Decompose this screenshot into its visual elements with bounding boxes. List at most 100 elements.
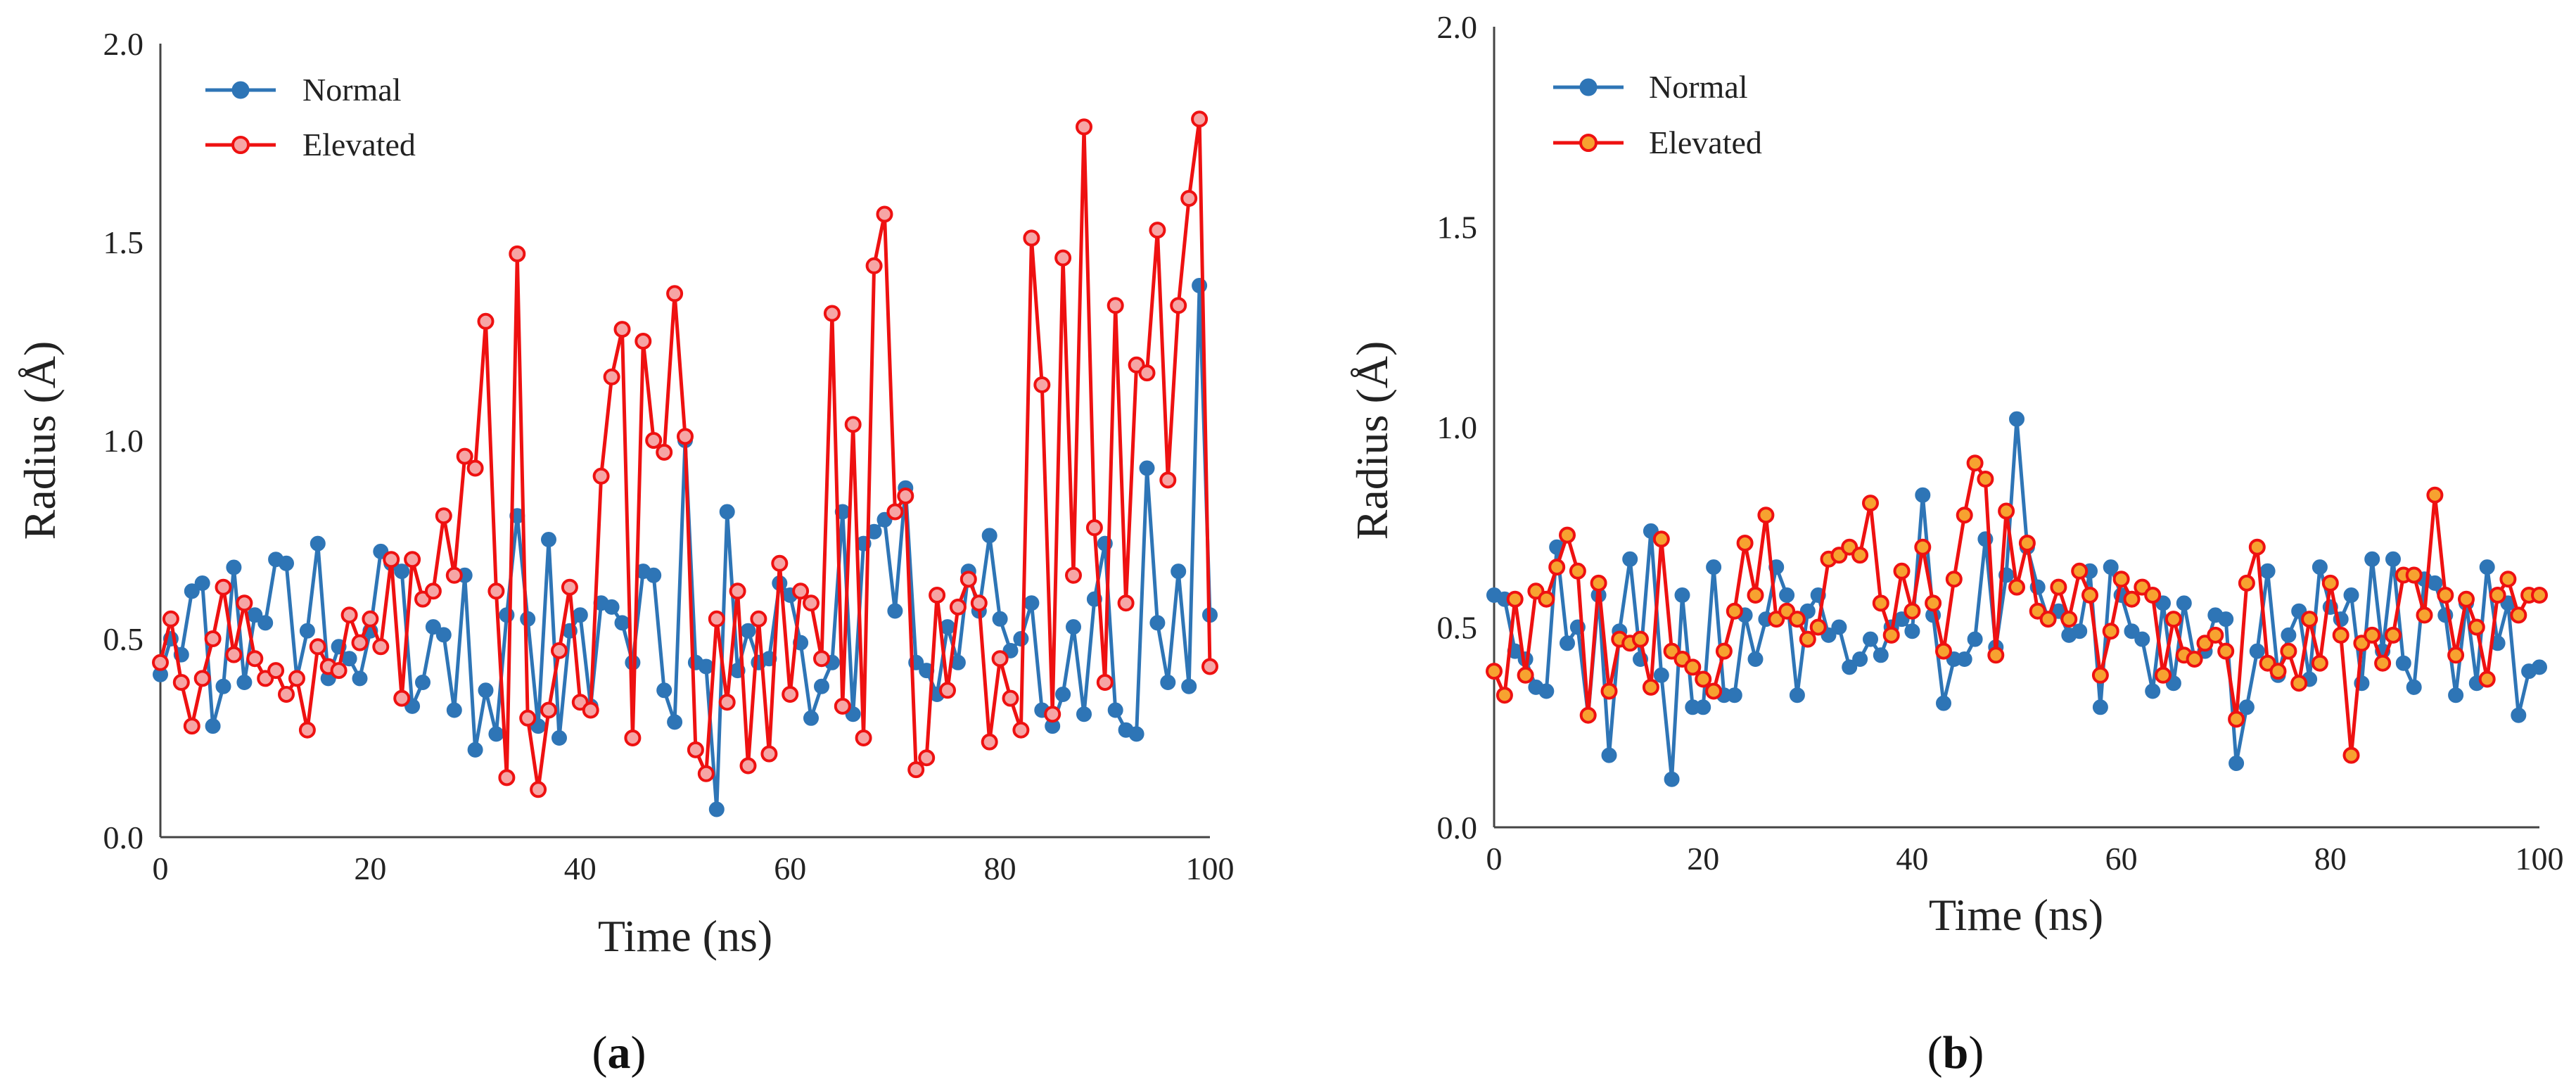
panel-a-normal-point xyxy=(184,583,200,599)
panel-b-normal-point xyxy=(1653,667,1669,683)
panel-b-normal-point xyxy=(1622,551,1638,567)
panel-a-elevated-point xyxy=(152,654,169,671)
panel-b-elevated-point xyxy=(2426,486,2444,504)
panel-b-normal-point xyxy=(2281,627,2297,643)
panel-a-normal-point xyxy=(1160,675,1176,690)
panel-a-x-tick-0: 0 xyxy=(153,851,169,886)
panel-a-normal-point xyxy=(194,575,210,591)
panel-b-elevated-point xyxy=(2091,666,2109,684)
panel-a-elevated-point xyxy=(215,578,232,596)
panel-a-x-axis-label: Time (ns) xyxy=(598,911,772,961)
panel-b-elevated-point xyxy=(1987,647,2005,664)
panel-b-elevated-point xyxy=(1705,682,1723,700)
panel-b-x-tick-5: 100 xyxy=(2516,841,2564,877)
panel-a-elevated-point xyxy=(1107,297,1124,314)
panel-b-elevated-point xyxy=(2385,626,2402,644)
panel-a-normal-point xyxy=(646,567,662,583)
panel-b-elevated-point xyxy=(2301,611,2319,628)
panel-b-elevated-point xyxy=(1799,630,1816,648)
panel-a-normal-point xyxy=(740,623,756,639)
panel-a-elevated-point xyxy=(592,467,610,485)
panel-a-elevated-point xyxy=(782,686,799,703)
panel-b-label: (b) xyxy=(1927,1027,1984,1078)
panel-a-normal-point xyxy=(488,726,504,742)
panel-b-normal-point xyxy=(1904,623,1920,639)
panel-a-elevated-point xyxy=(1076,118,1092,136)
panel-a-elevated-point xyxy=(477,312,495,330)
panel-b-elevated-point xyxy=(1642,678,1659,696)
panel-b-elevated-point xyxy=(2186,651,2203,668)
panel-b-normal-point xyxy=(2134,631,2150,647)
panel-a-elevated-point xyxy=(1023,229,1040,247)
panel-b-elevated-point xyxy=(1977,471,1994,488)
panel-b-normal-point xyxy=(1789,687,1805,703)
panel-a-elevated-point xyxy=(1085,519,1103,537)
panel-a-normal-point xyxy=(435,627,452,643)
panel-a-elevated-point xyxy=(1054,249,1072,267)
panel-b-elevated-point xyxy=(2112,571,2130,588)
panel-b-elevated-point xyxy=(2248,538,2266,556)
panel-b-elevated-point xyxy=(2238,574,2255,592)
panel-a-legend-elevated-label: Elevated xyxy=(302,127,416,163)
panel-b-normal-point xyxy=(2092,699,2108,715)
panel-b-elevated-point xyxy=(2447,647,2465,664)
panel-b-elevated-point xyxy=(1559,526,1576,544)
panel-a-elevated-point xyxy=(582,701,599,719)
panel-a-label: (a) xyxy=(592,1027,646,1078)
panel-b-normal-point xyxy=(2406,679,2422,695)
panel-b-elevated-point xyxy=(1496,687,1513,704)
panel-a-normal-point xyxy=(226,559,242,575)
panel-a-elevated-point xyxy=(613,321,631,338)
panel-a-x-tick-4: 80 xyxy=(984,851,1016,886)
panel-b-x-axis-label: Time (ns) xyxy=(1929,890,2103,940)
panel-a-elevated-point xyxy=(309,638,326,656)
panel-b-y-tick-labels: 0.0 0.5 1.0 1.5 2.0 xyxy=(1437,9,1478,846)
panel-a-elevated-point xyxy=(340,606,358,624)
panel-b-legend-elevated-label: Elevated xyxy=(1649,125,1762,160)
panel-a-legend: Normal Elevated xyxy=(205,72,416,163)
panel-a-normal-point xyxy=(352,670,368,687)
panel-b-elevated-point xyxy=(2531,587,2548,604)
panel-a-x-tick-1: 20 xyxy=(354,851,386,886)
panel-a-normal-point xyxy=(1149,615,1166,631)
panel-a-elevated-point xyxy=(697,765,715,782)
panel-a-normal-point xyxy=(551,730,567,746)
panel-a-normal-point xyxy=(341,651,357,667)
panel-a-normal-point xyxy=(299,623,315,639)
panel-b-elevated-point xyxy=(1506,590,1524,608)
panel-a-legend-normal-marker xyxy=(231,81,250,99)
panel-b-elevated-point xyxy=(1757,507,1775,524)
panel-a-y-tick-2: 1.0 xyxy=(103,423,144,459)
panel-b-normal-point xyxy=(2259,563,2276,579)
panel-b-normal-point xyxy=(2229,756,2245,771)
panel-a-y-tick-4: 2.0 xyxy=(103,26,144,62)
panel-a-elevated-point xyxy=(1002,689,1019,707)
panel-b-label-open: ( xyxy=(1927,1027,1943,1078)
panel-b-normal-point xyxy=(2511,707,2527,723)
panel-b-elevated-point xyxy=(2050,578,2067,596)
panel-a-elevated-point xyxy=(708,610,725,628)
panel-a-normal-point xyxy=(1171,563,1187,580)
panel-b-normal-point xyxy=(1936,695,1951,711)
panel-a-elevated-point xyxy=(635,333,652,350)
panel-a-elevated-point xyxy=(1201,658,1218,675)
panel-a-elevated-point xyxy=(970,594,988,612)
panel-b-elevated-point xyxy=(2018,535,2036,552)
panel-b-elevated-point xyxy=(1632,630,1649,648)
panel-b-elevated-point xyxy=(1872,594,1889,612)
panel-b-elevated-point xyxy=(2071,562,2089,580)
panel-a-elevated-point xyxy=(288,670,305,687)
panel-b-x-tick-2: 40 xyxy=(1896,841,1928,877)
panel-a-elevated-point xyxy=(298,721,316,739)
panel-b-elevated-markers xyxy=(1486,454,2548,764)
panel-b-elevated-point xyxy=(1914,538,1932,556)
panel-b-elevated-point xyxy=(1548,559,1566,576)
panel-b-normal-point xyxy=(1695,699,1711,715)
panel-a-elevated-point xyxy=(351,634,369,651)
panel-a-normal-point xyxy=(415,675,431,690)
panel-a-elevated-point xyxy=(666,285,684,302)
panel-b-elevated-point xyxy=(2228,711,2245,728)
panel-a-elevated-point xyxy=(540,701,557,719)
panel-a-normal-point xyxy=(236,675,253,690)
panel-b-elevated-point xyxy=(2102,623,2119,640)
